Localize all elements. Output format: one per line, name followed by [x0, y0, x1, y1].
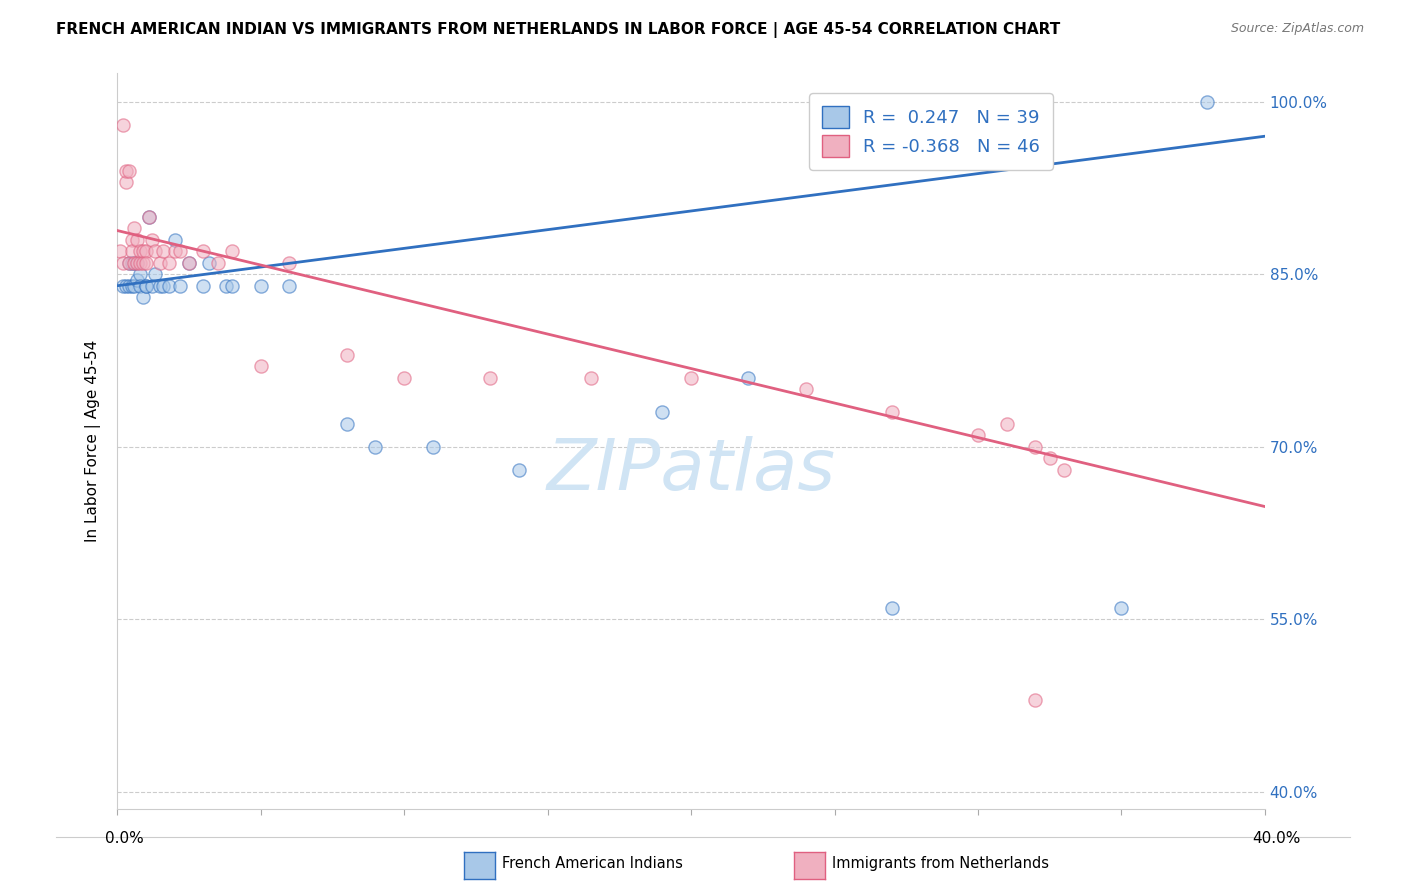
Point	[651, 405, 673, 419]
Point	[1039, 451, 1062, 466]
Point	[880, 405, 903, 419]
Point	[127, 256, 149, 270]
Point	[124, 256, 146, 270]
Point	[163, 233, 186, 247]
Point	[336, 417, 359, 431]
Point	[1024, 692, 1046, 706]
Text: Immigrants from Netherlands: Immigrants from Netherlands	[832, 856, 1049, 871]
Point	[129, 256, 152, 270]
Point	[193, 244, 215, 259]
Point	[135, 278, 157, 293]
Text: French American Indians: French American Indians	[502, 856, 683, 871]
Point	[207, 256, 229, 270]
Point	[132, 244, 155, 259]
Point	[141, 278, 163, 293]
Legend: R =  0.247   N = 39, R = -0.368   N = 46: R = 0.247 N = 39, R = -0.368 N = 46	[808, 93, 1053, 169]
Point	[108, 244, 131, 259]
Point	[111, 256, 134, 270]
Point	[152, 244, 174, 259]
Point	[127, 273, 149, 287]
Point	[479, 370, 502, 384]
Point	[794, 382, 817, 396]
Point	[143, 267, 166, 281]
Point	[121, 244, 143, 259]
Point	[157, 278, 180, 293]
Point	[115, 175, 138, 189]
Point	[149, 278, 172, 293]
Point	[215, 278, 238, 293]
Point	[143, 244, 166, 259]
Point	[1024, 440, 1046, 454]
Point	[132, 290, 155, 304]
Point	[129, 267, 152, 281]
Point	[1053, 463, 1076, 477]
Point	[118, 163, 141, 178]
Text: 0.0%: 0.0%	[105, 831, 145, 847]
Point	[127, 233, 149, 247]
Point	[124, 256, 146, 270]
Point	[880, 600, 903, 615]
Point	[115, 163, 138, 178]
Text: FRENCH AMERICAN INDIAN VS IMMIGRANTS FROM NETHERLANDS IN LABOR FORCE | AGE 45-54: FRENCH AMERICAN INDIAN VS IMMIGRANTS FRO…	[56, 22, 1060, 38]
Point	[198, 256, 221, 270]
Point	[336, 348, 359, 362]
Point	[278, 278, 301, 293]
Point	[138, 210, 160, 224]
Point	[193, 278, 215, 293]
Point	[129, 244, 152, 259]
Point	[995, 417, 1018, 431]
Point	[111, 278, 134, 293]
Point	[1197, 95, 1219, 109]
Point	[278, 256, 301, 270]
Point	[177, 256, 200, 270]
Y-axis label: In Labor Force | Age 45-54: In Labor Force | Age 45-54	[86, 340, 101, 542]
Point	[1111, 600, 1133, 615]
Point	[138, 210, 160, 224]
Point	[152, 278, 174, 293]
Point	[221, 244, 243, 259]
Point	[129, 278, 152, 293]
Point	[681, 370, 703, 384]
Point	[967, 428, 990, 442]
Point	[135, 256, 157, 270]
Point	[157, 256, 180, 270]
Point	[124, 221, 146, 235]
Text: ZIPatlas: ZIPatlas	[547, 436, 835, 505]
Point	[124, 278, 146, 293]
Point	[121, 233, 143, 247]
Point	[579, 370, 602, 384]
Point	[422, 440, 444, 454]
Text: 40.0%: 40.0%	[1253, 831, 1301, 847]
Point	[149, 256, 172, 270]
Point	[121, 256, 143, 270]
Point	[221, 278, 243, 293]
Point	[127, 256, 149, 270]
Point	[177, 256, 200, 270]
Point	[392, 370, 415, 384]
Point	[118, 256, 141, 270]
Point	[163, 244, 186, 259]
Point	[121, 278, 143, 293]
Point	[132, 256, 155, 270]
Point	[737, 370, 759, 384]
Point	[364, 440, 387, 454]
Text: Source: ZipAtlas.com: Source: ZipAtlas.com	[1230, 22, 1364, 36]
Point	[249, 278, 271, 293]
Point	[249, 359, 271, 374]
Point	[115, 278, 138, 293]
Point	[135, 278, 157, 293]
Point	[508, 463, 530, 477]
Point	[141, 233, 163, 247]
Point	[169, 244, 191, 259]
Point	[118, 278, 141, 293]
Point	[111, 118, 134, 132]
Point	[135, 244, 157, 259]
Point	[118, 256, 141, 270]
Point	[169, 278, 191, 293]
